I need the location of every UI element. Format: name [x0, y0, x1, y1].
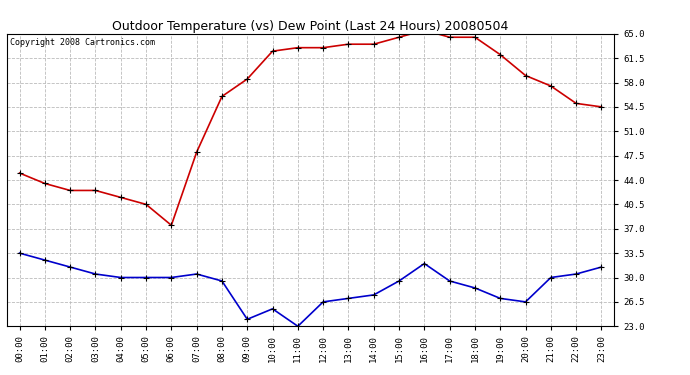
- Title: Outdoor Temperature (vs) Dew Point (Last 24 Hours) 20080504: Outdoor Temperature (vs) Dew Point (Last…: [112, 20, 509, 33]
- Text: Copyright 2008 Cartronics.com: Copyright 2008 Cartronics.com: [10, 38, 155, 47]
